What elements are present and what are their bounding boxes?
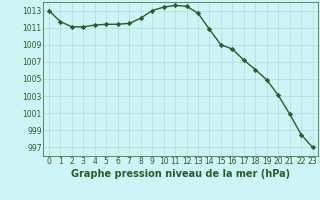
X-axis label: Graphe pression niveau de la mer (hPa): Graphe pression niveau de la mer (hPa) — [71, 169, 290, 179]
